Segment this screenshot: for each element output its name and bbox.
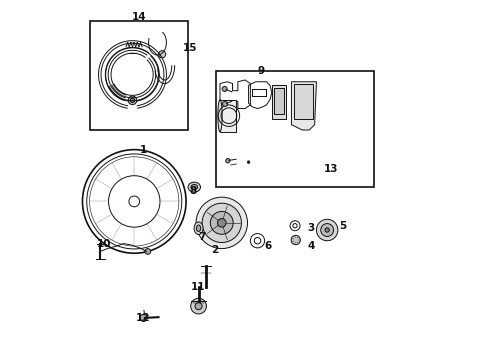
Circle shape [191,298,206,314]
Circle shape [321,224,334,237]
Circle shape [222,86,227,91]
Circle shape [145,249,151,254]
Circle shape [210,211,233,234]
Ellipse shape [196,225,201,231]
Text: 11: 11 [191,282,206,292]
Text: 7: 7 [198,232,206,242]
Bar [294,84,313,119]
Text: 8: 8 [190,186,197,196]
Text: 1: 1 [140,145,147,155]
Circle shape [226,158,230,163]
Circle shape [325,228,329,232]
Circle shape [222,102,227,107]
Circle shape [130,98,135,103]
Circle shape [317,219,338,241]
Circle shape [195,302,202,310]
Bar [90,21,188,130]
Ellipse shape [218,100,222,132]
Text: 10: 10 [97,239,111,249]
Text: 6: 6 [265,241,272,251]
Circle shape [247,161,250,163]
Circle shape [196,197,247,249]
Bar [272,85,286,119]
Text: 4: 4 [307,241,315,251]
Bar [274,88,284,113]
Ellipse shape [194,222,203,234]
Text: 12: 12 [136,312,150,323]
Circle shape [202,203,242,243]
Bar [220,100,236,132]
Circle shape [159,51,166,58]
Circle shape [291,235,300,245]
Text: 13: 13 [323,164,338,174]
Circle shape [218,219,226,227]
Text: 5: 5 [340,221,347,231]
Circle shape [128,96,137,105]
Ellipse shape [191,184,197,190]
Text: 3: 3 [307,223,315,233]
Text: 2: 2 [211,245,218,255]
Polygon shape [292,82,317,130]
Bar [217,71,373,187]
Circle shape [140,314,147,321]
Text: 15: 15 [182,43,197,53]
Ellipse shape [188,182,200,192]
Text: 9: 9 [258,66,265,76]
Text: 14: 14 [132,13,147,22]
